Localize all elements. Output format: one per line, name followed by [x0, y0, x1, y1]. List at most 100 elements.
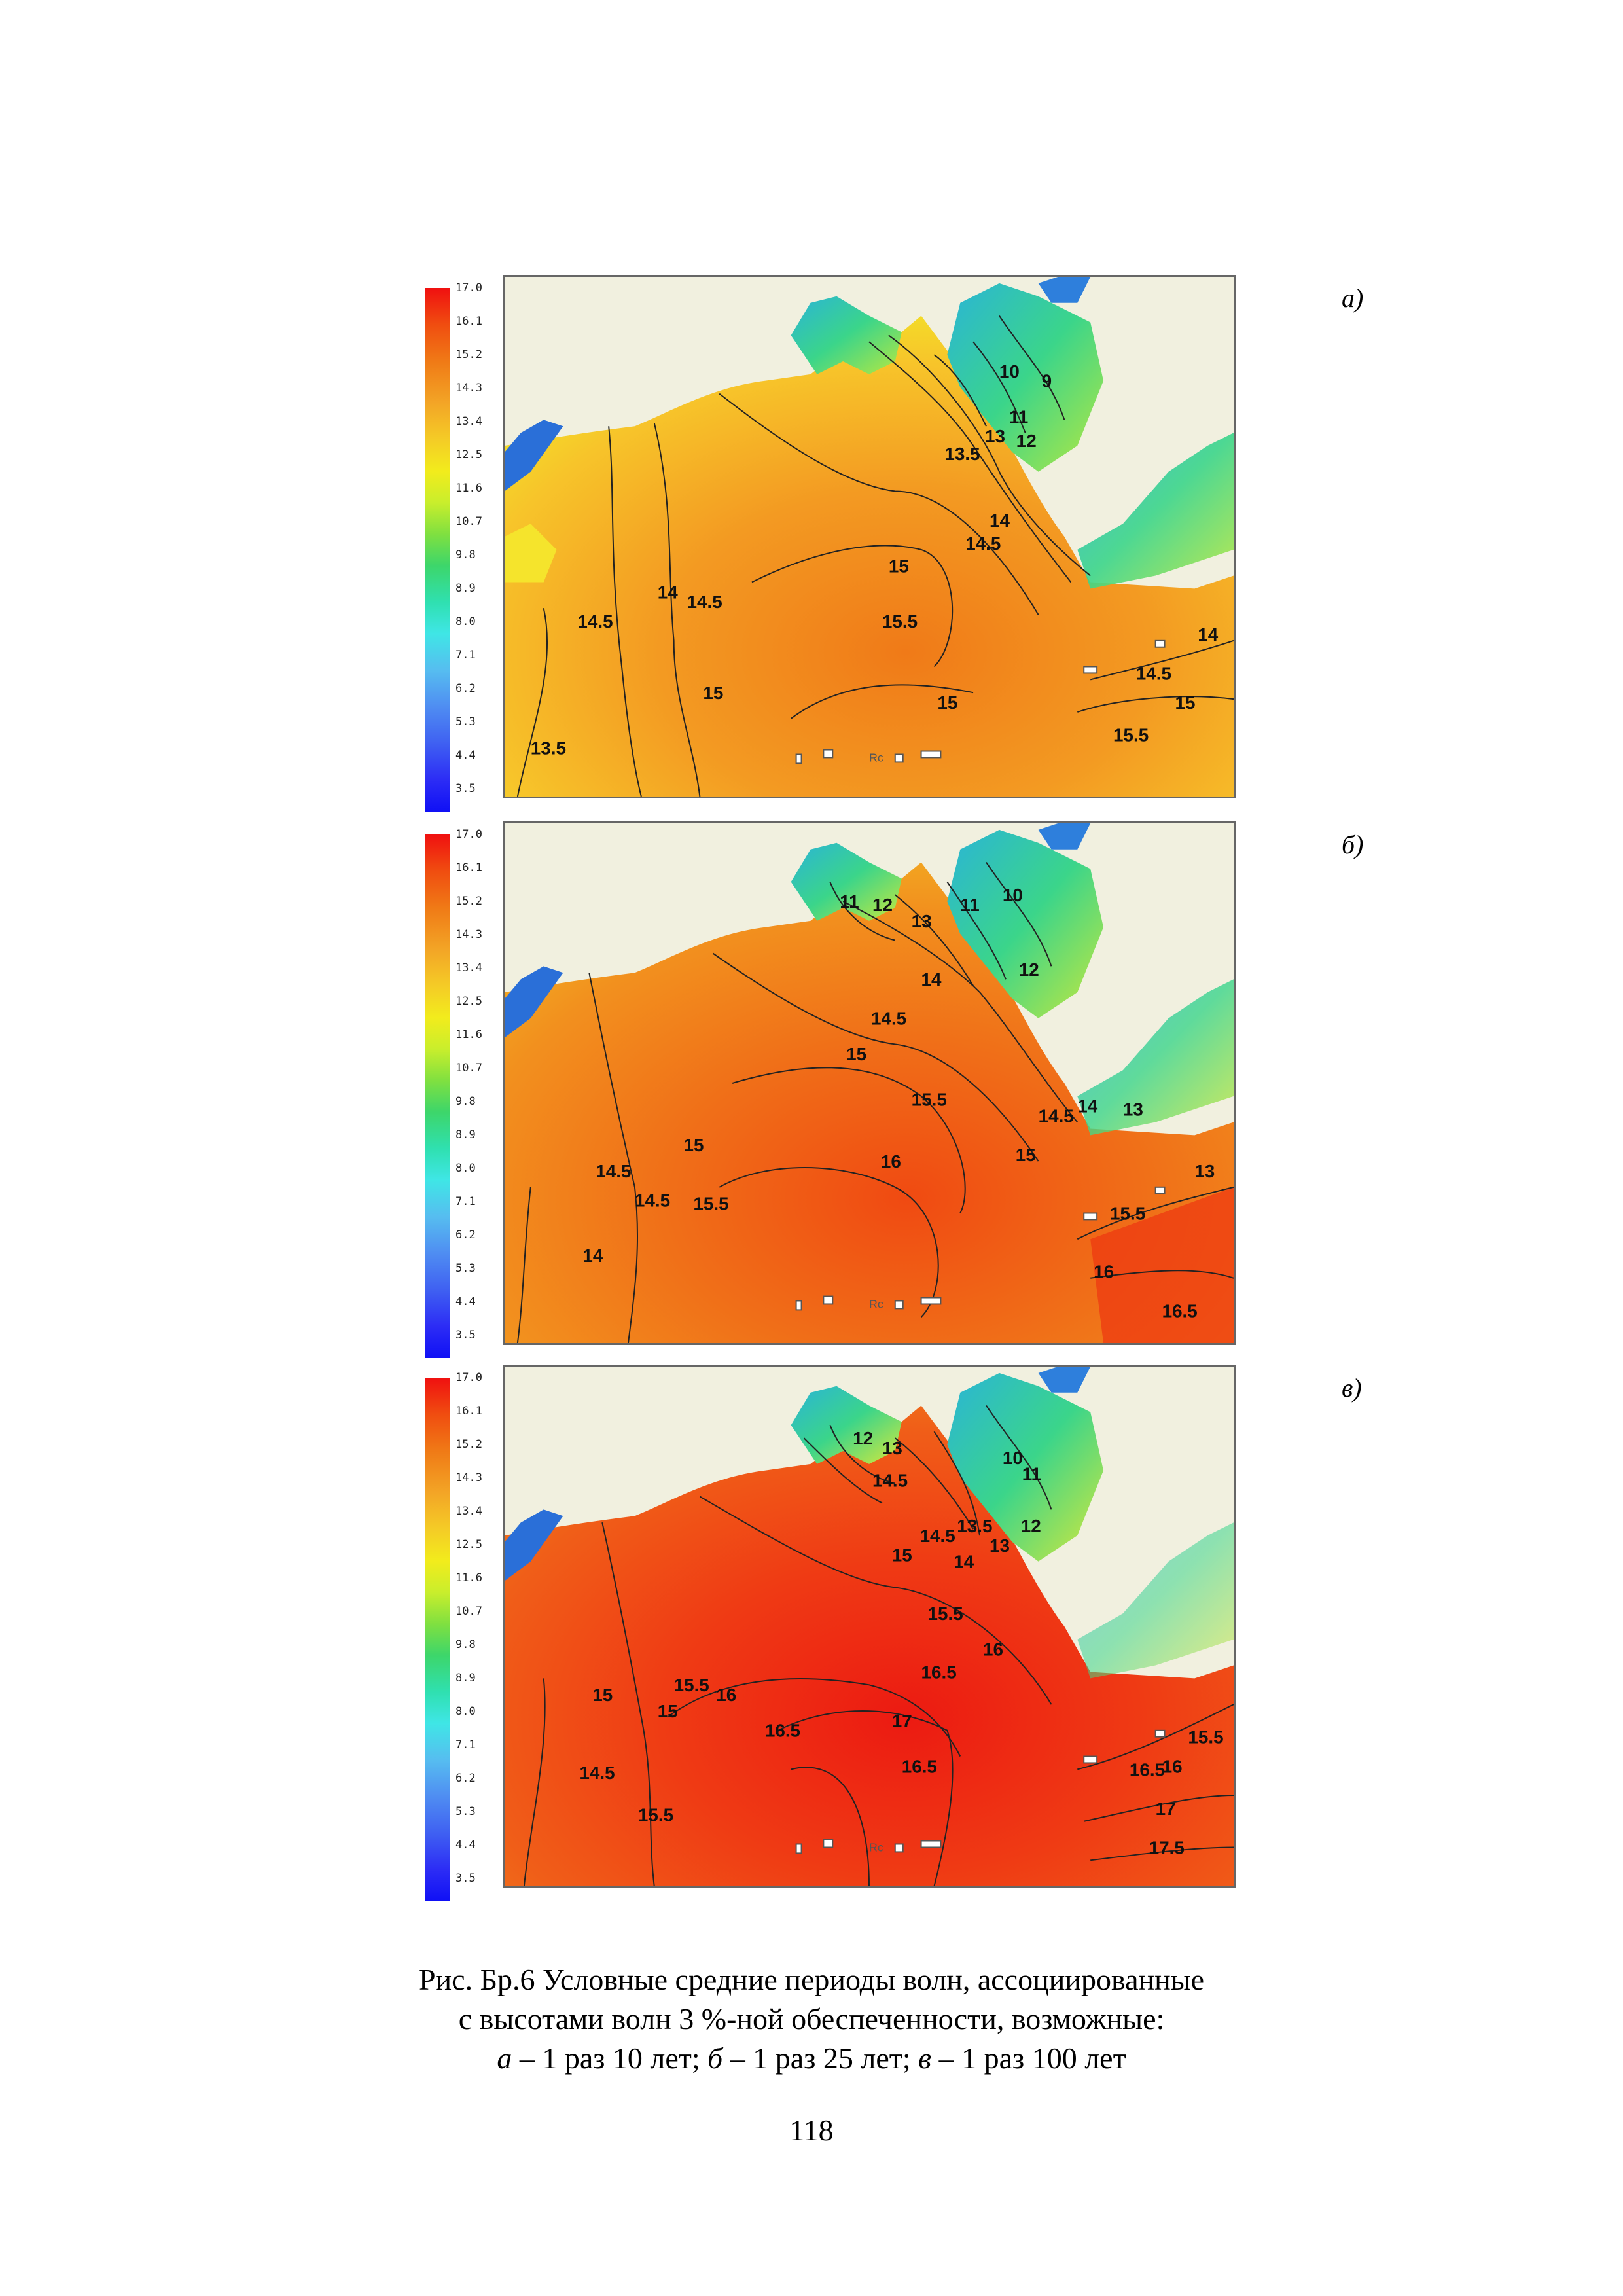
legend-tick: 12.5: [455, 995, 482, 1008]
isoline-label: 15.5: [693, 1194, 728, 1214]
island-markers: [795, 639, 1166, 764]
isoline-label: 11: [1009, 406, 1028, 427]
panel-tag: а): [1342, 283, 1364, 313]
legend-tick: 9.8: [455, 1638, 476, 1651]
wave-period-map: 12 13 10 11 14.5 13.5 14.5 12 15 14 13 1…: [503, 1365, 1236, 1888]
legend-tick: 5.3: [455, 1805, 476, 1818]
isoline-label: 16.5: [1130, 1759, 1165, 1780]
colorbar-gradient: [425, 288, 450, 812]
isoline-label: 15: [892, 1545, 912, 1566]
isoline-label: 10: [1003, 1448, 1023, 1468]
isoline-label: 11: [1022, 1464, 1041, 1484]
isoline-label: 15: [684, 1135, 704, 1155]
isoline-label: 15.5: [638, 1805, 673, 1825]
isoline-label: 12: [872, 895, 893, 915]
legend-tick: 8.0: [455, 1162, 476, 1175]
legend-tick: 5.3: [455, 715, 476, 728]
colorbar-legend: 17.0 16.1 15.2 14.3 13.4 12.5 11.6 10.7 …: [425, 828, 537, 1358]
isoline-label: 14: [1198, 624, 1219, 645]
isoline-label: 13: [1194, 1161, 1215, 1181]
isoline-label: 15: [1016, 1145, 1036, 1165]
isoline-label: 14.5: [872, 1471, 908, 1491]
legend-tick: 10.7: [455, 1062, 482, 1075]
isoline-label: 14: [990, 511, 1010, 531]
panel-tag: в): [1342, 1373, 1362, 1403]
legend-tick: 6.2: [455, 682, 476, 695]
map-canvas: 12 13 10 11 14.5 13.5 14.5 12 15 14 13 1…: [505, 1367, 1234, 1886]
caption-line-2: с высотами волн 3 %-ной обеспеченности, …: [458, 2002, 1165, 2036]
figure-panel-c: 17.0 16.1 15.2 14.3 13.4 12.5 11.6 10.7 …: [0, 1365, 1623, 1901]
legend-tick: 5.3: [455, 1262, 476, 1275]
isoline-label: 11: [960, 895, 979, 915]
isoline-label: 16: [716, 1685, 736, 1705]
colorbar-legend: 17.0 16.1 15.2 14.3 13.4 12.5 11.6 10.7 …: [425, 281, 537, 812]
isoline-label: 12: [1019, 960, 1039, 980]
legend-tick: 7.1: [455, 649, 476, 662]
isoline-label: 9: [1042, 371, 1052, 391]
caption-text-b: – 1 раз 25 лет;: [722, 2041, 919, 2075]
isoline-label: 17: [1156, 1799, 1176, 1819]
legend-tick: 13.4: [455, 415, 482, 428]
page-number: 118: [789, 2113, 834, 2147]
legend-tick: 8.0: [455, 1705, 476, 1718]
legend-tick: 3.5: [455, 782, 476, 795]
wave-period-map: 10 9 11 13 12 13.5 14 14.5 15 15.5 14 14…: [503, 275, 1236, 798]
caption-letter-c: в: [918, 2041, 932, 2075]
legend-tick: 8.9: [455, 582, 476, 595]
legend-tick: 13.4: [455, 1505, 482, 1518]
isoline-label: 15: [846, 1044, 866, 1064]
isoline-label: 14.5: [871, 1009, 906, 1029]
isoline-label: 13: [985, 426, 1005, 446]
legend-tick: 11.6: [455, 1028, 482, 1041]
colorbar-ticks: 17.0 16.1 15.2 14.3 13.4 12.5 11.6 10.7 …: [455, 828, 527, 1358]
isoline-label: 14: [1077, 1096, 1098, 1117]
isoline-label: 13: [1123, 1100, 1143, 1120]
isoline-label: 16: [983, 1640, 1003, 1660]
isoline-label: 16.5: [902, 1756, 937, 1776]
isoline-label: 16.5: [921, 1662, 957, 1682]
isoline-label: 15: [658, 1701, 678, 1721]
isoline-label: 13: [882, 1438, 902, 1458]
legend-tick: 3.5: [455, 1872, 476, 1885]
colorbar-legend: 17.0 16.1 15.2 14.3 13.4 12.5 11.6 10.7 …: [425, 1371, 537, 1901]
station-marker: Rc: [869, 751, 883, 764]
legend-tick: 15.2: [455, 348, 482, 361]
isoline-label: 15.5: [1188, 1727, 1223, 1748]
colorbar-ticks: 17.0 16.1 15.2 14.3 13.4 12.5 11.6 10.7 …: [455, 1371, 527, 1901]
legend-tick: 6.2: [455, 1229, 476, 1242]
legend-tick: 14.3: [455, 382, 482, 395]
isoline-label: 15.5: [882, 611, 918, 632]
legend-tick: 13.4: [455, 961, 482, 975]
caption-line-1: Рис. Бр.6 Условные средние периоды волн,…: [418, 1963, 1205, 1996]
isoline-label: 12: [1021, 1516, 1041, 1536]
isoline-label: 14: [658, 582, 679, 602]
legend-tick: 14.3: [455, 1471, 482, 1484]
isoline-label: 15.5: [912, 1090, 947, 1110]
isoline-label: 11: [840, 891, 859, 912]
caption-text-a: – 1 раз 10 лет;: [512, 2041, 708, 2075]
caption-letter-a: а: [497, 2041, 512, 2075]
figure-caption: Рис. Бр.6 Условные средние периоды волн,…: [0, 1960, 1623, 2078]
isoline-label: 15: [1175, 692, 1195, 713]
legend-tick: 4.4: [455, 1839, 476, 1852]
colorbar-gradient: [425, 1378, 450, 1901]
legend-tick: 3.5: [455, 1329, 476, 1342]
legend-tick: 12.5: [455, 448, 482, 461]
isoline-label: 15.5: [674, 1675, 709, 1695]
legend-tick: 14.3: [455, 928, 482, 941]
island-markers: [795, 1729, 1166, 1854]
isoline-label: 15: [592, 1685, 613, 1705]
isoline-label: 17.5: [1149, 1837, 1185, 1857]
legend-tick: 10.7: [455, 1605, 482, 1618]
figure-panel-b: 17.0 16.1 15.2 14.3 13.4 12.5 11.6 10.7 …: [0, 821, 1623, 1358]
legend-tick: 12.5: [455, 1538, 482, 1551]
map-canvas: 11 12 11 10 13 12 14 14.5 15 15.5 14.5 1…: [505, 823, 1234, 1343]
legend-tick: 7.1: [455, 1195, 476, 1208]
isoline-label: 15: [937, 692, 957, 713]
panel-tag: б): [1342, 830, 1364, 859]
isoline-label: 15: [703, 683, 723, 703]
legend-tick: 15.2: [455, 895, 482, 908]
isoline-label: 14.5: [579, 1763, 615, 1783]
isoline-label: 13: [912, 911, 932, 931]
legend-tick: 7.1: [455, 1738, 476, 1751]
